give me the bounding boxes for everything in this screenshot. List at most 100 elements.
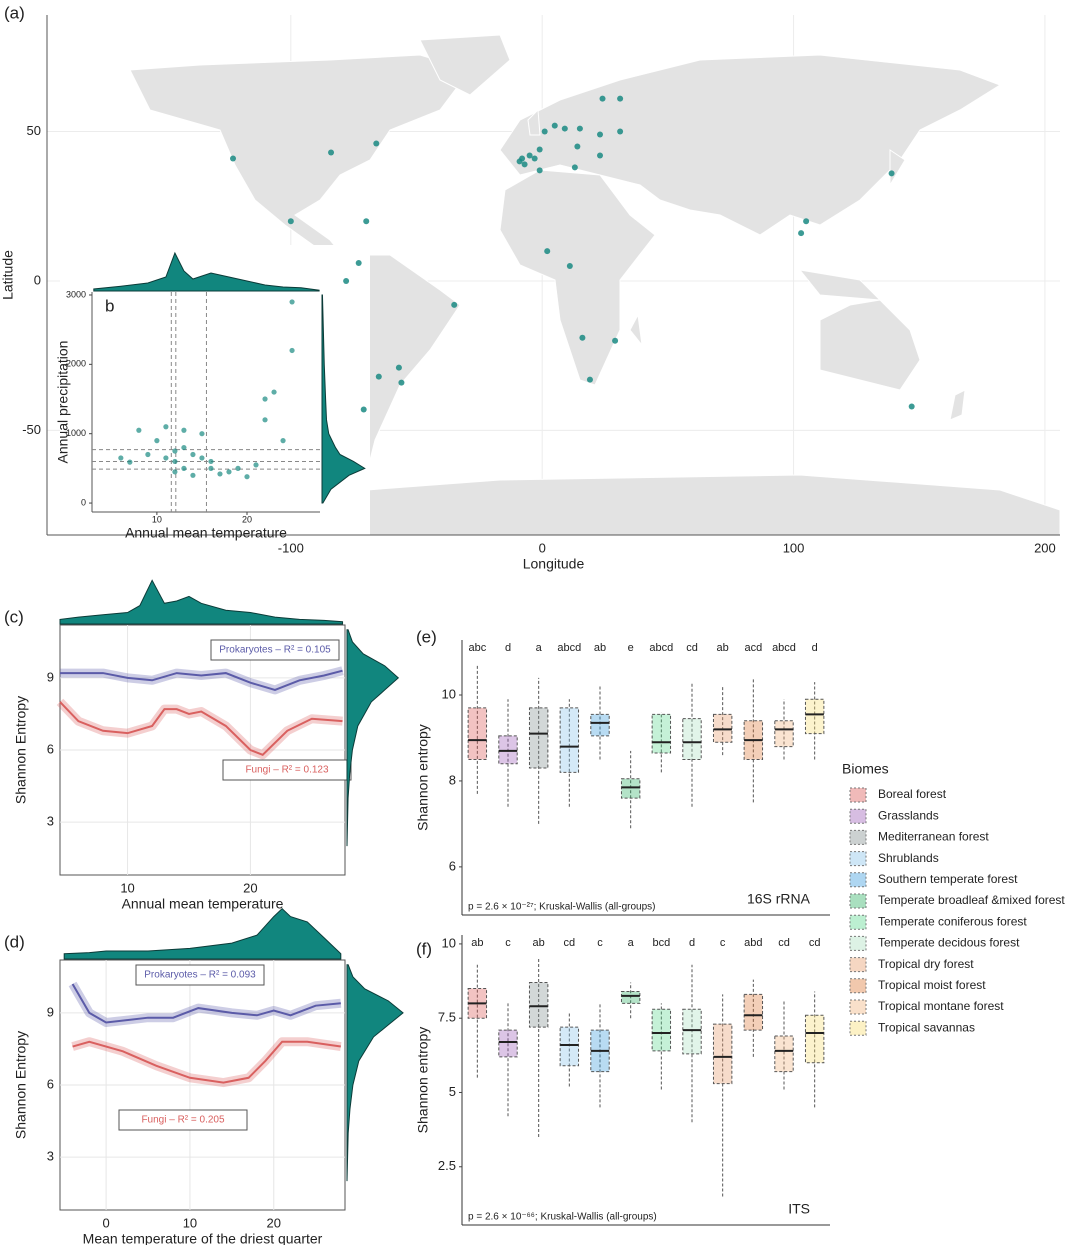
greenland — [419, 34, 511, 96]
climate-point — [172, 458, 178, 465]
significance-letter: cd — [564, 937, 576, 949]
legend-swatch — [849, 808, 867, 824]
climate-point — [127, 459, 133, 465]
box — [712, 1023, 733, 1085]
site-point — [888, 170, 895, 177]
climate-point — [271, 389, 277, 395]
africa — [499, 169, 656, 386]
site-point — [576, 125, 583, 132]
site-point — [541, 128, 548, 135]
density-top — [93, 251, 320, 292]
site-point — [617, 128, 624, 135]
box — [498, 735, 518, 765]
legend-entry: Shrublands — [878, 851, 939, 865]
x-tick-label: 100 — [783, 540, 805, 555]
site-point — [328, 149, 335, 156]
antarctica — [299, 474, 1061, 536]
significance-letter: d — [505, 642, 511, 654]
density-right — [346, 964, 404, 1182]
y-tick-label: 3 — [47, 1149, 54, 1164]
x-tick-label: 10 — [152, 514, 162, 524]
significance-letter: cd — [686, 642, 698, 654]
test-annotation: p = 2.6 × 10⁻⁶⁶; Kruskal-Wallis (all-gro… — [468, 1212, 657, 1223]
climate-point — [181, 444, 187, 451]
climate-point — [289, 347, 295, 354]
legend-entry: Temperate broadleaf &mixed forest — [878, 893, 1065, 907]
north-america — [129, 54, 471, 259]
panel-label: (c) — [4, 607, 24, 626]
series-annotation: Fungi – R² = 0.205 — [141, 1115, 225, 1126]
site-point — [519, 155, 526, 162]
panel-label: (a) — [4, 3, 25, 22]
climate-point — [253, 462, 259, 468]
significance-letter: a — [628, 937, 635, 949]
site-point — [355, 260, 362, 267]
site-point — [798, 230, 805, 237]
climate-point — [199, 455, 205, 461]
legend-swatch — [849, 999, 867, 1015]
box — [682, 718, 702, 760]
climate-point — [199, 431, 205, 437]
legend-swatch — [849, 829, 867, 845]
significance-letter: abd — [744, 937, 762, 949]
y-axis-title: Shannon Entropy — [13, 1031, 29, 1139]
annotation-box — [135, 964, 265, 986]
legend-swatch — [849, 978, 867, 994]
site-point — [544, 248, 551, 255]
legend-entry: Southern temperate forest — [878, 872, 1018, 886]
site-point — [343, 277, 350, 284]
madagascar — [629, 313, 643, 347]
site-point — [579, 334, 586, 341]
y-tick-label: 0 — [81, 497, 86, 507]
legend-entry: Boreal forest — [878, 787, 947, 801]
y-tick-label: 9 — [47, 669, 54, 684]
series-annotation: Prokaryotes – R² = 0.093 — [144, 970, 256, 981]
legend-swatch — [849, 872, 867, 888]
y-axis-title: Shannon Entropy — [13, 696, 29, 804]
climate-point — [154, 438, 160, 444]
site-point — [375, 373, 382, 380]
legend-entry: Tropical savannas — [878, 1020, 975, 1034]
box — [559, 1026, 580, 1067]
site-point — [803, 218, 810, 225]
x-axis-title: Longitude — [523, 556, 585, 572]
series-annotation: Fungi – R² = 0.123 — [245, 765, 329, 776]
y-tick-label: -50 — [22, 422, 41, 437]
significance-letter: e — [628, 642, 634, 654]
box — [528, 982, 549, 1028]
box — [528, 707, 549, 769]
site-point — [597, 131, 604, 138]
climate-point — [181, 465, 187, 471]
climate-point — [181, 427, 187, 433]
y-tick-label: 6 — [47, 741, 54, 756]
legend-swatch — [849, 1020, 867, 1036]
y-tick-label: 6 — [449, 858, 456, 873]
legend-swatch — [849, 935, 867, 951]
climate-point — [217, 471, 223, 477]
climate-point — [262, 417, 268, 423]
climate-point — [145, 451, 151, 458]
site-point — [363, 218, 370, 225]
x-tick-label: 20 — [267, 1215, 281, 1230]
significance-letter: c — [597, 937, 603, 949]
box — [804, 698, 825, 735]
site-point — [612, 337, 619, 344]
site-point — [599, 95, 606, 102]
legend-swatch — [849, 957, 867, 973]
site-point — [373, 140, 380, 147]
box — [651, 1008, 672, 1052]
significance-letter: c — [505, 937, 511, 949]
box — [467, 707, 488, 760]
site-point — [230, 155, 237, 162]
climate-point — [172, 448, 178, 454]
site-point — [551, 122, 558, 129]
site-point — [451, 301, 458, 308]
japan — [889, 149, 906, 187]
trend-line — [71, 983, 341, 1024]
significance-letter: d — [812, 642, 818, 654]
climate-point — [235, 465, 241, 471]
annotation-box — [210, 639, 340, 661]
significance-letter: cd — [778, 937, 790, 949]
y-axis-title: Annual precipitation — [55, 341, 71, 464]
